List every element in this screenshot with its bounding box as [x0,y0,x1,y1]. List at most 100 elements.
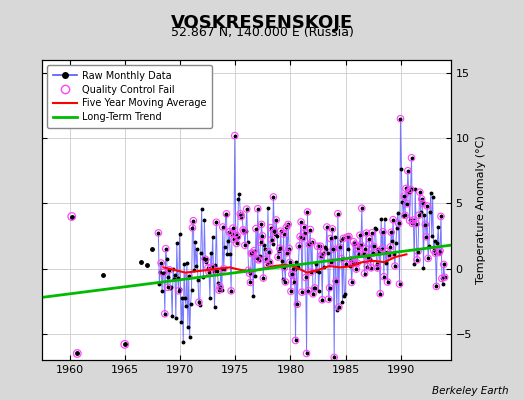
Point [418,196,426,202]
Point [348,260,357,266]
Point [400,193,408,200]
Point [339,235,347,242]
Point [373,261,381,267]
Point [357,205,366,212]
Point [195,299,203,306]
Point [355,250,363,257]
Point [352,266,361,272]
Point [376,290,385,297]
Point [307,269,315,275]
Point [205,269,213,275]
Point [299,235,307,241]
Point [323,224,331,230]
Point [222,211,231,217]
Point [438,275,446,282]
Point [174,288,183,294]
Point [326,235,335,242]
Point [301,274,310,281]
Point [365,236,374,242]
Point [347,279,356,286]
Point [219,224,227,230]
Point [237,214,245,220]
Point [227,288,235,294]
Y-axis label: Temperature Anomaly (°C): Temperature Anomaly (°C) [476,136,486,284]
Point [435,250,443,256]
Point [293,301,301,308]
Point [380,274,388,280]
Point [253,255,261,262]
Point [401,212,409,218]
Point [408,220,417,226]
Point [403,200,411,207]
Point [305,241,313,248]
Point [330,354,339,360]
Point [311,285,319,291]
Point [287,288,295,294]
Text: 52.867 N, 140.000 E (Russia): 52.867 N, 140.000 E (Russia) [171,26,353,39]
Point [363,263,372,270]
Point [201,256,210,262]
Point [239,227,247,233]
Point [378,246,386,252]
Point [418,200,427,207]
Point [295,243,303,249]
Point [280,264,289,271]
Point [270,228,279,234]
Point [283,250,291,256]
Point [437,213,445,220]
Point [204,265,212,271]
Point [73,350,81,357]
Point [422,234,430,240]
Point [247,250,256,256]
Point [345,234,353,240]
Point [154,230,162,236]
Point [440,261,448,268]
Point [240,228,248,234]
Point [259,275,267,281]
Point [319,250,328,256]
Point [324,296,333,302]
Point [252,226,260,232]
Point [309,291,317,297]
Point [351,241,359,248]
Point [256,239,265,245]
Point [281,279,290,285]
Point [318,296,326,303]
Point [354,245,362,252]
Point [262,256,270,262]
Point [308,239,316,245]
Point [258,233,267,239]
Point [263,261,271,268]
Point [436,248,444,254]
Point [233,234,242,240]
Point [276,245,284,252]
Point [266,259,274,266]
Point [346,256,355,263]
Point [343,234,351,240]
Point [304,288,313,294]
Point [431,250,440,256]
Point [250,248,258,254]
Point [274,254,282,260]
Point [246,279,255,286]
Point [332,278,340,284]
Point [301,230,309,236]
Point [367,265,375,271]
Point [225,229,234,235]
Point [350,260,358,266]
Point [189,218,198,224]
Point [255,257,263,263]
Point [228,230,236,237]
Point [313,243,322,250]
Point [369,243,378,250]
Point [356,232,364,238]
Point [384,279,392,285]
Point [267,236,276,243]
Point [432,283,441,290]
Point [291,337,300,344]
Point [244,267,253,274]
Point [385,251,394,258]
Point [282,224,290,230]
Point [368,230,376,236]
Point [284,221,292,228]
